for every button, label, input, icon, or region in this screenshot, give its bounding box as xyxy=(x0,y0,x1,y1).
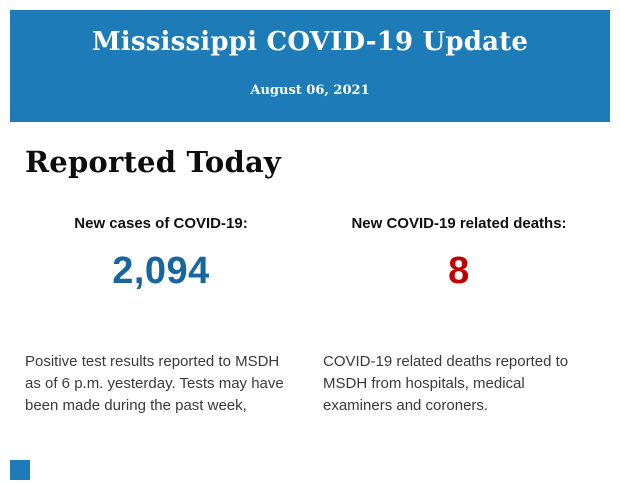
new-deaths-description: COVID-19 related deaths reported to MSDH… xyxy=(323,353,569,414)
section-title: Reported Today xyxy=(25,145,281,179)
new-cases-description: Positive test results reported to MSDH a… xyxy=(25,353,284,414)
stat-new-cases: New cases of COVID-19: 2,094 Positive te… xyxy=(25,215,297,417)
stats-columns: New cases of COVID-19: 2,094 Positive te… xyxy=(25,215,595,417)
stat-new-deaths: New COVID-19 related deaths: 8 COVID-19 … xyxy=(323,215,595,417)
footer-accent-square xyxy=(10,460,30,480)
new-cases-value: 2,094 xyxy=(112,250,210,292)
new-deaths-value: 8 xyxy=(448,250,470,292)
main-content: Reported Today New cases of COVID-19: 2,… xyxy=(0,122,620,417)
new-deaths-label: New COVID-19 related deaths: xyxy=(351,215,567,232)
report-date: August 06, 2021 xyxy=(250,83,370,98)
new-cases-label: New cases of COVID-19: xyxy=(74,215,248,232)
header-banner: Mississippi COVID-19 Update August 06, 2… xyxy=(10,10,610,122)
page-title: Mississippi COVID-19 Update xyxy=(91,27,529,57)
